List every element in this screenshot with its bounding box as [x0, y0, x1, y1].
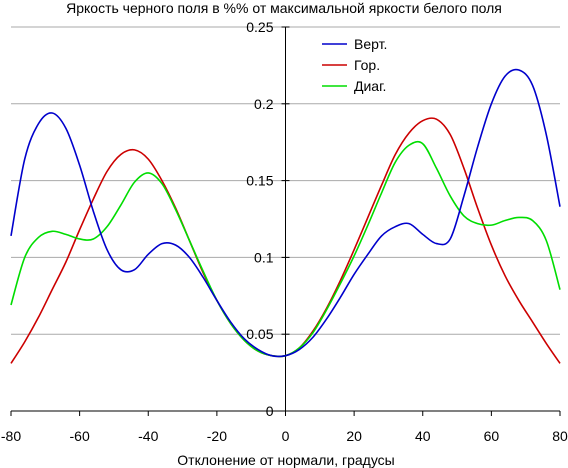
x-tick-label: -20 [207, 428, 227, 444]
x-tick-label: 40 [415, 428, 431, 444]
x-tick-label: -80 [1, 428, 21, 444]
x-tick-label: -40 [138, 428, 158, 444]
chart-title: Яркость черного поля в %% от максимально… [66, 0, 502, 16]
legend-label-1: Гор. [354, 57, 380, 73]
legend: Верт. Гор. Диаг. [322, 36, 387, 94]
x-tick-label: 60 [484, 428, 500, 444]
x-tick-label: 0 [282, 428, 290, 444]
y-tick-label: 0.1 [254, 249, 274, 265]
legend-label-0: Верт. [354, 36, 387, 52]
x-tick-label: 20 [346, 428, 362, 444]
y-tick-label: 0.05 [246, 326, 273, 342]
x-tick-label: 80 [552, 428, 568, 444]
y-tick-label: 0.2 [254, 96, 274, 112]
y-tick-label: 0.25 [246, 19, 273, 35]
series-lines [10, 68, 561, 364]
x-axis-label: Отклонение от нормали, градусы [177, 452, 394, 468]
axes: -80 -60 -40 -20 0 20 40 60 80 0 0.05 0.1 0.15 0.2 0.25 [1, 19, 568, 444]
legend-label-2: Диаг. [354, 78, 386, 94]
x-tick-label: -60 [70, 428, 90, 444]
series-line-0 [10, 68, 561, 358]
y-tick-label: 0.15 [246, 173, 273, 189]
y-tick-label: 0 [266, 403, 274, 419]
